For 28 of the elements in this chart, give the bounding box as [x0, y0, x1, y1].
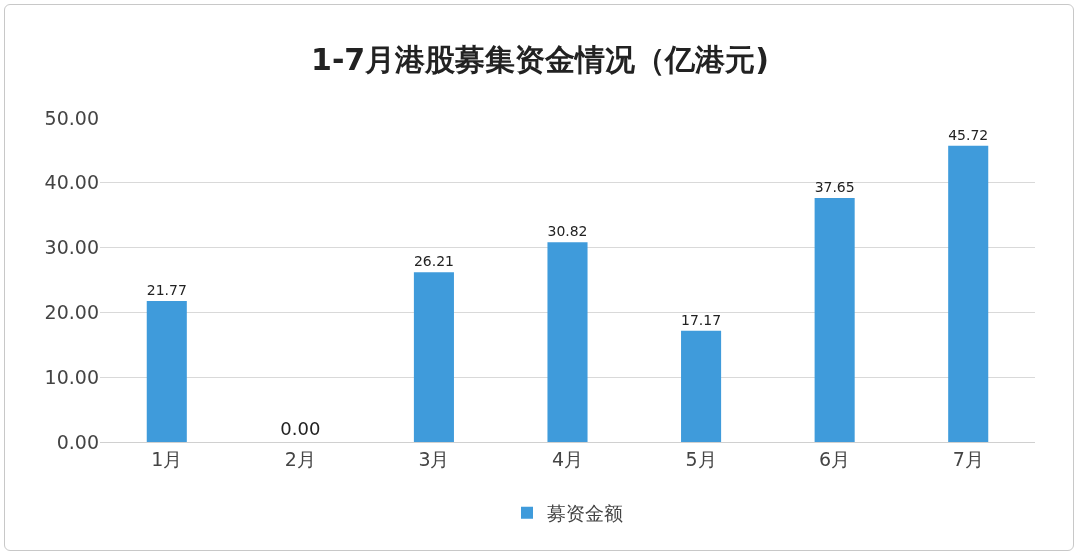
data-label: 30.82: [547, 223, 588, 240]
y-tick-label: 10.00: [44, 365, 99, 388]
chart-title: 1-7月港股募集资金情况（亿港元): [311, 42, 769, 78]
data-label: 0.00: [280, 417, 321, 439]
x-tick-label: 4月: [551, 447, 584, 470]
x-tick-label: 6月: [819, 447, 851, 470]
x-tick-label: 3月: [418, 447, 450, 470]
legend-label: 募资金额: [547, 502, 623, 525]
x-tick-label: 5月: [685, 447, 717, 470]
bar: [948, 145, 989, 442]
bar: [681, 330, 722, 442]
bar: [547, 242, 588, 442]
y-tick-label: 40.00: [44, 171, 99, 194]
bar: [814, 198, 855, 442]
x-tick-label: 1月: [151, 447, 183, 470]
data-label: 17.17: [681, 311, 722, 328]
data-label: 26.21: [413, 252, 454, 269]
x-tick-label: 7月: [952, 447, 984, 470]
bar: [146, 300, 187, 442]
y-tick-label: 20.00: [44, 301, 99, 324]
y-tick-label: 50.00: [44, 106, 99, 129]
data-label: 37.65: [814, 178, 855, 195]
y-tick-label: 0.00: [56, 430, 99, 453]
data-label: 45.72: [948, 126, 989, 143]
bar: [413, 272, 454, 442]
y-tick-label: 30.00: [44, 236, 99, 259]
x-tick-label: 2月: [284, 447, 316, 470]
data-label: 21.77: [146, 281, 187, 298]
